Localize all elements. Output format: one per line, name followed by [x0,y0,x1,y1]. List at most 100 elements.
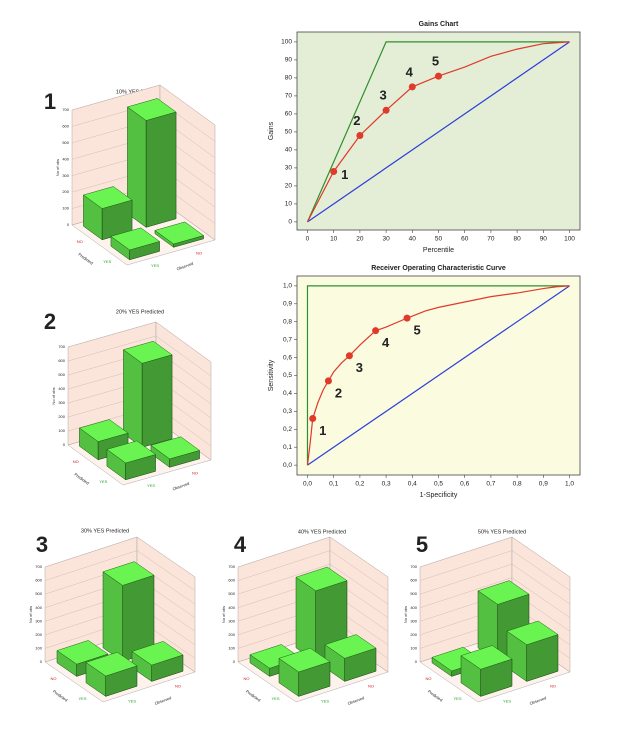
predicted-label: YES [99,479,107,484]
observed-label: YES [128,699,136,704]
y-tick-label: 80 [285,75,293,82]
x-tick-label: 0,9 [539,481,548,488]
z-tick-label: 100 [58,428,65,433]
panel-number: 2 [44,309,56,334]
bar-face [85,651,138,677]
bar-face [460,645,513,670]
predicted-axis-label: Predicted [77,252,94,266]
marker [309,415,317,423]
grid-line [44,536,196,578]
z-tick-label: 400 [410,605,417,610]
marker-label: 3 [356,360,363,375]
marker-label: 1 [341,167,348,182]
bar [122,340,173,448]
predicted-label: NO [426,676,432,681]
predicted-label: YES [271,696,279,701]
z-tick-label: 100 [35,645,42,650]
bar [150,436,201,468]
observed-label: YES [147,483,155,488]
grid-line [419,577,571,618]
marker-label: 2 [335,385,342,400]
z-tick-label: 400 [228,605,235,610]
y-tick-label: 1,0 [283,283,292,290]
marker-label: 4 [382,335,390,350]
y-tick-label: 0,4 [283,390,292,397]
bar [110,227,161,261]
z-axis-label: No of obs [221,606,226,623]
z-tick-label: 700 [35,564,42,569]
z-tick-label: 200 [228,632,235,637]
marker [382,106,390,114]
y-tick-label: 0,5 [283,372,292,379]
y-tick-label: 20 [285,183,293,190]
observed-label: YES [321,699,329,704]
bar [278,647,331,697]
marker-label: 4 [406,64,414,79]
marker [345,352,353,360]
y-tick-label: 0,6 [283,354,292,361]
grid-line [67,335,212,377]
marker [403,314,411,322]
y-tick-label: 0,8 [283,318,292,325]
z-tick-label: 400 [35,605,42,610]
z-tick-label: 200 [410,632,417,637]
z-tick-label: 100 [62,206,69,211]
z-tick-label: 500 [35,591,42,596]
y-tick-label: 50 [285,129,293,136]
series-line [306,285,570,466]
observed-axis-label: Observed [172,481,190,492]
x-tick-label: 70 [487,236,495,243]
bar [82,186,133,241]
x-tick-label: 0,4 [408,481,417,488]
x-tick-label: 0,2 [355,481,364,488]
predicted-label: NO [51,676,57,681]
bar-face [102,571,123,662]
z-tick-label: 300 [228,618,235,623]
z-tick-label: 600 [35,578,42,583]
bar-face [154,221,205,245]
marker [408,83,416,91]
z-tick-label: 100 [228,645,235,650]
z-tick-label: 200 [58,414,65,419]
grid-line [237,536,389,578]
z-tick-label: 600 [228,578,235,583]
y-tick-label: 0,9 [283,301,292,308]
observed-label: NO [368,684,374,689]
z-tick-label: 0 [415,659,418,664]
x-tick-label: 10 [330,236,338,243]
marker [324,377,332,385]
bar [324,634,377,682]
z-tick-label: 400 [62,156,69,161]
z-tick-label: 200 [35,632,42,637]
bar-face [145,111,177,228]
bar-face [106,440,157,464]
observed-label: NO [192,470,198,475]
observed-label: NO [175,684,181,689]
observed-label: YES [151,263,159,268]
bar-face [278,647,331,673]
marker-label: 5 [432,54,439,69]
y-tick-label: 0,2 [283,426,292,433]
z-tick-label: 600 [58,358,65,363]
bar-face [110,227,161,251]
chart-title: 30% YES Predicted [81,528,129,534]
z-tick-label: 600 [62,123,69,128]
x-tick-label: 40 [409,236,417,243]
x-tick-label: 0,3 [382,481,391,488]
grid-line [419,550,571,591]
bar [154,221,205,248]
bar-face [477,580,530,605]
z-tick-label: 600 [410,578,417,583]
y-tick-label: 0 [288,219,292,226]
predicted-label: YES [78,696,86,701]
bar-face [150,436,201,460]
z-tick-label: 700 [58,344,65,349]
z-tick-label: 0 [67,222,70,227]
y-axis-label: Gains [268,121,275,140]
x-axis-label: 1-Specificity [420,492,458,499]
bar-face [126,98,177,121]
panel-number: 3 [36,532,48,557]
observed-label: NO [550,684,556,689]
y-tick-label: 0,3 [283,408,292,415]
